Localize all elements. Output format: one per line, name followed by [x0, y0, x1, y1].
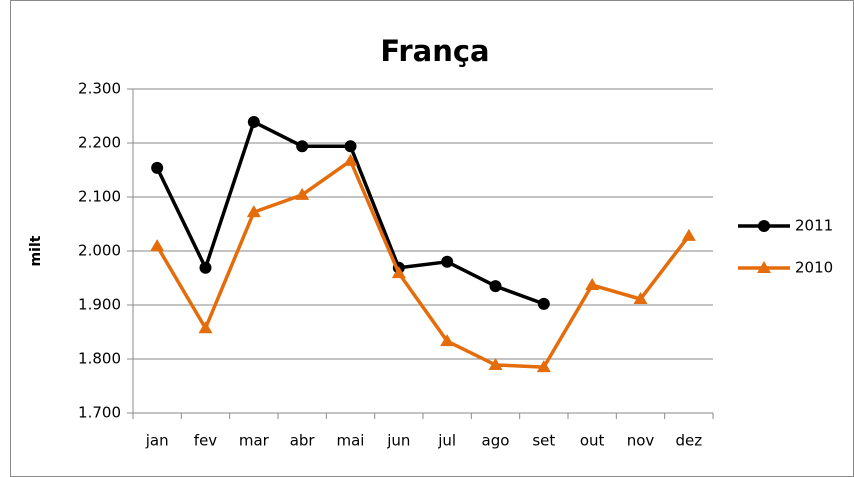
- marker: [295, 187, 310, 200]
- marker: [344, 140, 357, 153]
- y-tick-label: 1.700: [78, 404, 121, 422]
- x-tick-label: mar: [239, 432, 270, 450]
- marker: [343, 153, 358, 166]
- x-tick-label: dez: [676, 432, 703, 450]
- marker: [441, 255, 454, 268]
- marker: [198, 321, 213, 334]
- marker: [633, 292, 648, 305]
- x-tick-label: set: [532, 432, 555, 450]
- x-tick-label: ago: [482, 432, 510, 450]
- x-tick-label: jul: [437, 432, 456, 450]
- marker: [440, 334, 455, 347]
- marker: [681, 228, 696, 241]
- marker: [537, 297, 550, 310]
- marker: [199, 261, 212, 274]
- marker: [247, 115, 260, 128]
- legend-label: 2011: [795, 217, 833, 235]
- y-tick-label: 2.200: [78, 134, 121, 152]
- marker: [758, 220, 770, 232]
- marker: [246, 205, 261, 218]
- x-tick-label: mai: [337, 432, 365, 450]
- x-tick-label: nov: [627, 432, 655, 450]
- marker: [488, 357, 503, 370]
- series-line: [155, 159, 691, 369]
- x-tick-label: jun: [386, 432, 410, 450]
- marker: [150, 239, 165, 252]
- y-tick-label: 2.000: [78, 242, 121, 260]
- marker: [536, 360, 551, 373]
- x-tick-label: out: [580, 432, 605, 450]
- chart-border: [10, 0, 854, 477]
- x-tick-label: fev: [194, 432, 218, 450]
- marker: [757, 261, 771, 273]
- marker: [296, 140, 309, 153]
- x-tick-label: jan: [145, 432, 169, 450]
- y-tick-label: 1.800: [78, 350, 121, 368]
- y-tick-label: 2.100: [78, 188, 121, 206]
- y-tick-label: 2.300: [78, 80, 121, 98]
- marker: [489, 280, 502, 293]
- y-axis-label: milt: [28, 235, 44, 266]
- marker: [151, 161, 164, 174]
- marker: [391, 266, 406, 279]
- marker: [585, 278, 600, 291]
- x-tick-label: abr: [290, 432, 316, 450]
- y-tick-label: 1.900: [78, 296, 121, 314]
- legend-label: 2010: [795, 259, 833, 277]
- chart-title: França: [380, 34, 489, 68]
